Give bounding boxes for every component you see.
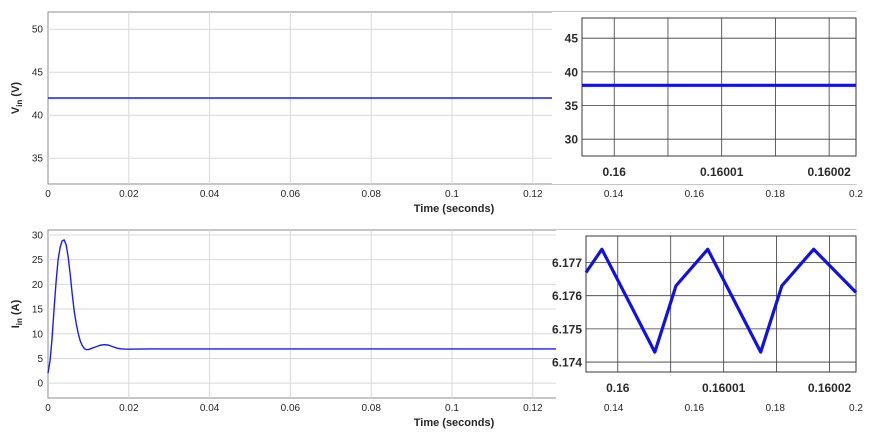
vin_main-y-tick-label: 50: [32, 25, 44, 36]
iin_main-y-axis-label: Iin (A): [10, 299, 24, 328]
vin_inset-inset-plot-area: [581, 17, 857, 157]
vin_inset-inset-y-tick-label: 45: [565, 32, 579, 46]
iin_main-x-tick-label: 0.14: [604, 403, 624, 414]
iin_main-x-tick-label: 0.02: [119, 403, 139, 414]
vin_main-x-tick-label: 0: [45, 189, 51, 200]
iin_main-y-tick-label: 0: [37, 379, 43, 390]
iin_main-x-tick-label: 0.1: [445, 403, 459, 414]
vin_inset-inset-axes: 0.16 0.16001 0.16002 30 35 40 45: [552, 12, 862, 184]
iin_main-y-tick-label: 20: [32, 280, 44, 291]
iin_inset-inset-y-tick-label: 6.176: [552, 289, 582, 303]
iin_inset-inset-axes: 0.16 0.16001 0.16002 6.174 6.175 6.176 6.177: [552, 230, 862, 400]
vin_main-y-tick-label: 40: [32, 111, 44, 122]
iin_main-x-tick-label: 0.16: [685, 403, 705, 414]
iin_main-x-tick-label: 0.2: [849, 403, 863, 414]
vin_inset-inset-x-tick-label: 0.16: [603, 165, 627, 179]
vin_inset-inset-y-tick-label: 30: [565, 133, 579, 147]
iin_main-x-axis-label: Time (seconds): [414, 417, 495, 429]
iin_inset-series-line: [584, 247, 858, 354]
iin_main-x-tick-label: 0.18: [765, 403, 785, 414]
iin_main-x-tick-label: 0: [45, 403, 51, 414]
vin_inset-inset-x-tick-label: 0.16002: [807, 165, 851, 179]
vin_main-x-tick-label: 0.1: [445, 189, 459, 200]
vin_main-x-tick-label: 0.06: [281, 189, 301, 200]
vin_inset-inset-x-tick-label: 0.16001: [700, 165, 744, 179]
vin_main-x-tick-label: 0.08: [361, 189, 381, 200]
iin_inset-inset-plot-area: [585, 235, 857, 373]
iin_main-y-tick-label: 5: [37, 354, 43, 365]
vin_main-x-tick-label: 0.02: [119, 189, 139, 200]
vin_inset-inset-y-tick-label: 35: [565, 99, 579, 113]
vin_main-y-tick-label: 45: [32, 68, 44, 79]
vin_main-x-tick-label: 0.12: [523, 189, 543, 200]
iin_main-x-tick-label: 0.06: [281, 403, 301, 414]
iin_inset-inset-x-tick-label: 0.16002: [808, 381, 852, 395]
iin_inset-inset-y-tick-label: 6.177: [552, 256, 582, 270]
vin_main-x-tick-label: 0.18: [765, 189, 785, 200]
iin_main-y-tick-label: 15: [32, 305, 44, 316]
vin_main-y-tick-label: 35: [32, 154, 44, 165]
iin_main-series-line: [47, 239, 856, 374]
iin_main-x-tick-label: 0.04: [200, 403, 220, 414]
vin_main-y-axis-label: Vin (V): [10, 82, 24, 115]
vin_main-x-tick-label: 0.2: [849, 189, 863, 200]
iin_inset-inset-x-tick-label: 0.16: [606, 381, 630, 395]
iin_inset-inset-x-tick-label: 0.16001: [702, 381, 746, 395]
vin_main-x-tick-label: 0.04: [200, 189, 220, 200]
iin_inset-inset-y-tick-label: 6.174: [552, 356, 582, 370]
vin_main-x-axis-label: Time (seconds): [414, 203, 495, 215]
vin_main-x-tick-label: 0.16: [685, 189, 705, 200]
iin_main-y-tick-label: 25: [32, 255, 44, 266]
vin_main-x-tick-label: 0.14: [604, 189, 624, 200]
vin_inset-inset-y-tick-label: 40: [565, 65, 579, 79]
iin_main-x-tick-label: 0.12: [523, 403, 543, 414]
iin_main-y-tick-label: 30: [32, 230, 44, 241]
iin_main-x-tick-label: 0.08: [361, 403, 381, 414]
iin_main-y-tick-label: 10: [32, 329, 44, 340]
iin_inset-inset-y-tick-label: 6.175: [552, 322, 582, 336]
